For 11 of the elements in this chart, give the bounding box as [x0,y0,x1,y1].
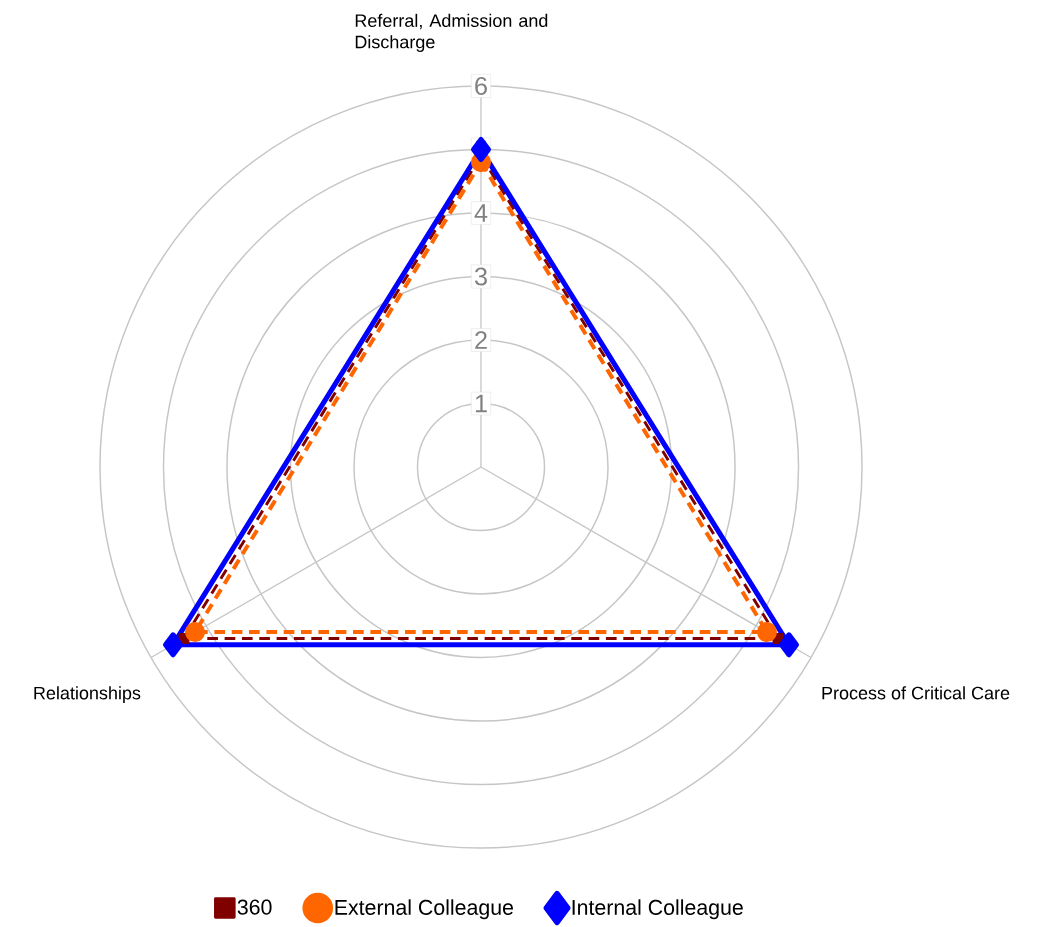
y-tick-label: 6 [475,77,487,95]
y-tick-label: 3 [474,267,487,286]
spoke-label: Relationships [34,686,141,703]
legend-label: 360 [237,899,272,915]
legend-label: Internal Colleague [572,899,743,920]
y-tick-label: 4 [474,204,488,222]
spoke-label: Referral, Admission and Discharge [355,13,548,52]
legend-label: External Colleague [335,899,514,920]
y-tick-label: 2 [475,331,487,349]
spoke-label: Process of Critical Care [822,686,1010,700]
y-tick-label: 1 [475,394,487,413]
